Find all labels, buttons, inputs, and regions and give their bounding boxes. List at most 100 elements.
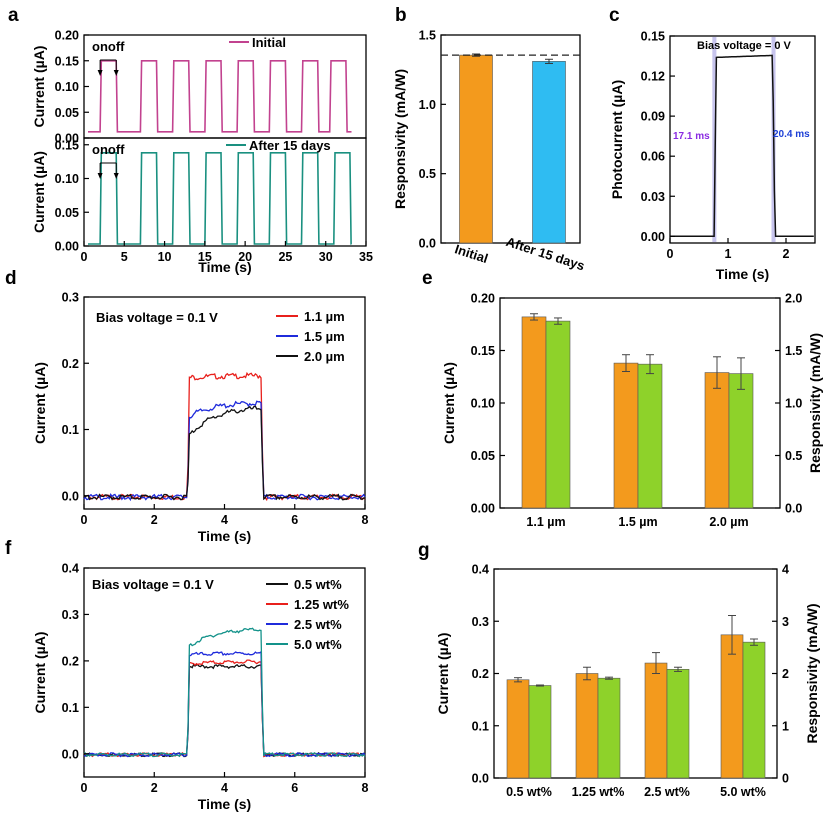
y-tick-label: 0.1 <box>472 719 489 733</box>
x-tick-label: 2 <box>151 781 158 795</box>
y-axis-title-right: Responsivity (mA/W) <box>804 603 820 743</box>
y-tick-label: 0.00 <box>471 502 495 516</box>
bias-voltage-annotation: Bias voltage = 0.1 V <box>92 577 214 592</box>
onoff-annotation: onoff <box>92 142 125 157</box>
plot-frame <box>83 137 367 247</box>
rise-highlight-band <box>712 37 717 242</box>
y-tick-label: 0.3 <box>62 608 79 622</box>
series-line <box>83 400 366 502</box>
x-tick-label: 6 <box>291 781 298 795</box>
panel-e: e 1.1 µm 1.5 µm 2.0 µm 0.00 0.05 0.10 0.15 0.20 0… <box>422 268 823 529</box>
legend-label: Initial <box>252 35 286 50</box>
x-tick-label: 1.5 µm <box>618 515 657 529</box>
y-tick-label-right: 2.0 <box>785 292 802 306</box>
y-tick-label: 0.00 <box>55 132 79 146</box>
photocurrent-line <box>670 54 814 238</box>
subplot-initial: 0.00 0.05 0.10 0.15 0.20 Initial onoff Current … <box>31 29 367 146</box>
legend-label: 1.25 wt% <box>294 597 349 612</box>
bias-voltage-annotation: Bias voltage = 0.1 V <box>96 310 218 325</box>
y-tick-label: 0.3 <box>472 615 489 629</box>
plot-frame <box>669 35 816 244</box>
x-tick-label: 4 <box>221 781 228 795</box>
rise-time-label: 17.1 ms <box>673 131 710 142</box>
x-tick-label: 2.0 µm <box>709 515 748 529</box>
legend-label: 2.0 µm <box>304 349 345 364</box>
x-tick-label: 10 <box>158 250 172 264</box>
y-tick-label: 1.5 <box>419 29 436 43</box>
current-bar <box>521 316 547 509</box>
y-tick-label: 0.0 <box>472 772 489 786</box>
current-bar <box>704 372 730 509</box>
y-tick-label: 0.10 <box>471 397 495 411</box>
y-tick-label: 0.09 <box>641 110 665 124</box>
x-tick-label: 5 <box>121 250 128 264</box>
responsivity-bar <box>528 685 552 779</box>
series-line <box>83 405 366 501</box>
x-tick-label: 15 <box>198 250 212 264</box>
y-tick-label: 0.15 <box>471 344 495 358</box>
y-tick-label: 0.0 <box>62 489 79 503</box>
current-bar <box>506 679 530 779</box>
series-line <box>83 650 366 758</box>
legend-label: 1.5 µm <box>304 329 345 344</box>
x-tick-label: 8 <box>362 513 369 527</box>
y-tick-label: 0.3 <box>62 291 79 305</box>
y-tick-label-right: 0.5 <box>785 449 802 463</box>
plot-frame <box>83 34 367 139</box>
x-tick-label: 20 <box>238 250 252 264</box>
y-tick-label-right: 2 <box>782 667 789 681</box>
y-tick-label: 0.05 <box>55 106 79 120</box>
y-tick-label: 0.2 <box>62 654 79 668</box>
panel-label: d <box>5 268 17 289</box>
y-tick-label: 0.0 <box>419 237 436 251</box>
panel-d: d 1.1 µm 1.5 µm 2.0 µm Bias voltage = 0.1 V 0… <box>5 268 369 544</box>
y-tick-label: 0.03 <box>641 190 665 204</box>
x-axis-title: Time (s) <box>198 528 251 544</box>
panel-g: g 0.5 wt% 1.25 wt% 2.5 wt% 5.0 wt% 0.0 0.1 0.2 0… <box>418 540 820 799</box>
panel-f: f 0.5 wt% 1.25 wt% 2.5 wt% 5.0 wt% Bias volta… <box>5 538 369 812</box>
responsivity-bar <box>637 363 663 509</box>
legend-label: 1.1 µm <box>304 309 345 324</box>
x-tick-label: 0 <box>81 781 88 795</box>
current-bar <box>644 662 668 779</box>
y-tick-label: 0.1 <box>62 701 79 715</box>
legend-label: 2.5 wt% <box>294 617 342 632</box>
responsivity-bar <box>666 669 690 779</box>
y-tick-label: 0.15 <box>641 30 665 44</box>
x-tick-label: 1.25 wt% <box>572 785 625 799</box>
x-tick-label: 35 <box>359 250 373 264</box>
y-tick-label-right: 1.5 <box>785 344 802 358</box>
x-tick-label: 1 <box>725 247 732 261</box>
subplot-after-15-days: 0.00 0.05 0.10 0.15 After 15 days onoff Curren… <box>31 137 367 254</box>
x-tick-label: 4 <box>221 513 228 527</box>
y-tick-label: 0.0 <box>62 747 79 761</box>
x-tick-label: 0 <box>667 247 674 261</box>
y-tick-label: 0.10 <box>55 80 79 94</box>
y-axis-title: Current (µA) <box>32 362 48 444</box>
x-axis-title: Time (s) <box>198 259 251 275</box>
y-axis-title-left: Current (µA) <box>441 362 457 444</box>
legend-label: After 15 days <box>249 138 331 153</box>
y-axis-title-left: Current (µA) <box>435 633 451 715</box>
onoff-arrowhead <box>113 173 119 179</box>
y-tick-label-right: 3 <box>782 615 789 629</box>
current-bar <box>575 673 599 779</box>
x-tick-label: 2 <box>151 513 158 527</box>
y-tick-label: 0.20 <box>55 29 79 43</box>
x-tick-label: 0 <box>81 513 88 527</box>
panel-label: c <box>609 5 620 26</box>
responsivity-bar <box>545 320 571 509</box>
panel-label: b <box>395 5 407 26</box>
x-tick-label: 0.5 wt% <box>506 785 552 799</box>
y-tick-label: 0.5 <box>419 167 436 181</box>
y-tick-label: 0.4 <box>62 562 79 576</box>
onoff-arrowhead <box>97 70 103 76</box>
bar <box>532 61 566 244</box>
y-tick-label-right: 1 <box>782 719 789 733</box>
panel-a: a 0.00 0.05 0.10 0.15 0.20 Initial onoff Current… <box>8 5 373 275</box>
y-tick-label: 0.1 <box>62 423 79 437</box>
y-tick-label: 0.00 <box>641 230 665 244</box>
series-line <box>83 371 366 502</box>
y-axis-title: Current (µA) <box>32 632 48 714</box>
